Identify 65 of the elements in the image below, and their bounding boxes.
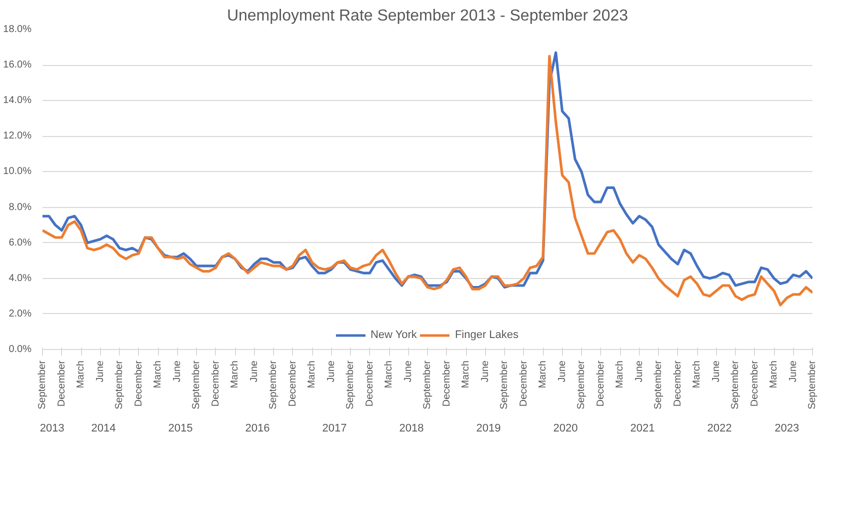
text: 2018 bbox=[399, 422, 424, 434]
x-tick-label: December bbox=[595, 360, 606, 407]
text: 2013 bbox=[40, 422, 64, 434]
x-tick-label: March bbox=[306, 360, 318, 388]
x-tick-label: September bbox=[345, 360, 356, 410]
x-tick-label: March bbox=[768, 360, 780, 388]
x-tick-label: September bbox=[730, 360, 741, 410]
x-tick-label: March bbox=[76, 360, 86, 388]
x-tick-label: March bbox=[152, 360, 164, 388]
x-tick-label: June bbox=[556, 360, 568, 382]
y-tick-label: 4.0% bbox=[8, 272, 32, 284]
x-tick-label: June bbox=[248, 360, 260, 382]
x-tick-label: September bbox=[499, 360, 510, 410]
x-tick-label: December bbox=[749, 360, 760, 407]
x-tick-label: March bbox=[614, 360, 626, 388]
x-tick-label: September bbox=[653, 360, 664, 410]
chart-title: Unemployment Rate September 2013 - September 2023 bbox=[226, 8, 628, 24]
x-tick-label: September bbox=[191, 360, 202, 410]
x-tick-label: June bbox=[402, 360, 414, 382]
text: 2023 bbox=[774, 422, 800, 434]
text: 2015 bbox=[168, 422, 193, 434]
text: 2021 bbox=[630, 422, 655, 434]
x-tick-label: June bbox=[94, 360, 106, 382]
x-tick-label: September bbox=[576, 360, 587, 410]
x-tick-label: December bbox=[56, 360, 68, 407]
x-tick-label: September bbox=[422, 360, 433, 410]
x-tick-label: June bbox=[480, 360, 491, 382]
y-tick-label: 6.0% bbox=[8, 237, 32, 248]
x-tick-label: December bbox=[672, 360, 684, 407]
x-tick-label: March bbox=[230, 360, 240, 388]
x-tick-label: June bbox=[634, 360, 645, 382]
text: 2014 bbox=[91, 422, 116, 434]
x-tick-label: March bbox=[460, 360, 472, 388]
text: 2017 bbox=[322, 422, 347, 434]
x-tick-label: September bbox=[37, 360, 48, 410]
text: 2020 bbox=[553, 422, 578, 434]
legend-label: New York bbox=[370, 329, 417, 341]
x-tick-label: December bbox=[364, 360, 376, 407]
x-tick-label: June bbox=[710, 360, 722, 382]
y-tick-label: 12.0% bbox=[3, 130, 32, 142]
x-tick-label: December bbox=[441, 360, 452, 407]
y-tick-label: 10.0% bbox=[3, 166, 32, 178]
x-tick-label: December bbox=[518, 360, 530, 407]
text: 2016 bbox=[245, 422, 270, 434]
x-tick-label: December bbox=[210, 360, 222, 407]
x-tick-label: September bbox=[807, 360, 818, 410]
y-tick-label: 8.0% bbox=[8, 202, 32, 213]
y-tick-label: 18.0% bbox=[3, 24, 32, 35]
y-tick-label: 16.0% bbox=[3, 60, 32, 71]
y-tick-label: 2.0% bbox=[8, 308, 32, 320]
x-tick-label: June bbox=[788, 360, 799, 382]
text: 2019 bbox=[476, 422, 501, 434]
x-tick-label: June bbox=[326, 360, 337, 382]
x-tick-label: June bbox=[172, 360, 183, 382]
x-tick-label: March bbox=[538, 360, 548, 388]
x-tick-label: March bbox=[384, 360, 394, 388]
x-tick-label: March bbox=[692, 360, 702, 388]
y-tick-label: 14.0% bbox=[3, 95, 32, 106]
legend-label: Finger Lakes bbox=[454, 329, 519, 341]
y-tick-label: 0.0% bbox=[8, 344, 32, 355]
x-tick-label: September bbox=[268, 360, 279, 410]
x-tick-label: December bbox=[133, 360, 144, 407]
x-tick-label: September bbox=[114, 360, 125, 410]
text: 2022 bbox=[707, 422, 732, 434]
x-tick-label: December bbox=[287, 360, 298, 407]
